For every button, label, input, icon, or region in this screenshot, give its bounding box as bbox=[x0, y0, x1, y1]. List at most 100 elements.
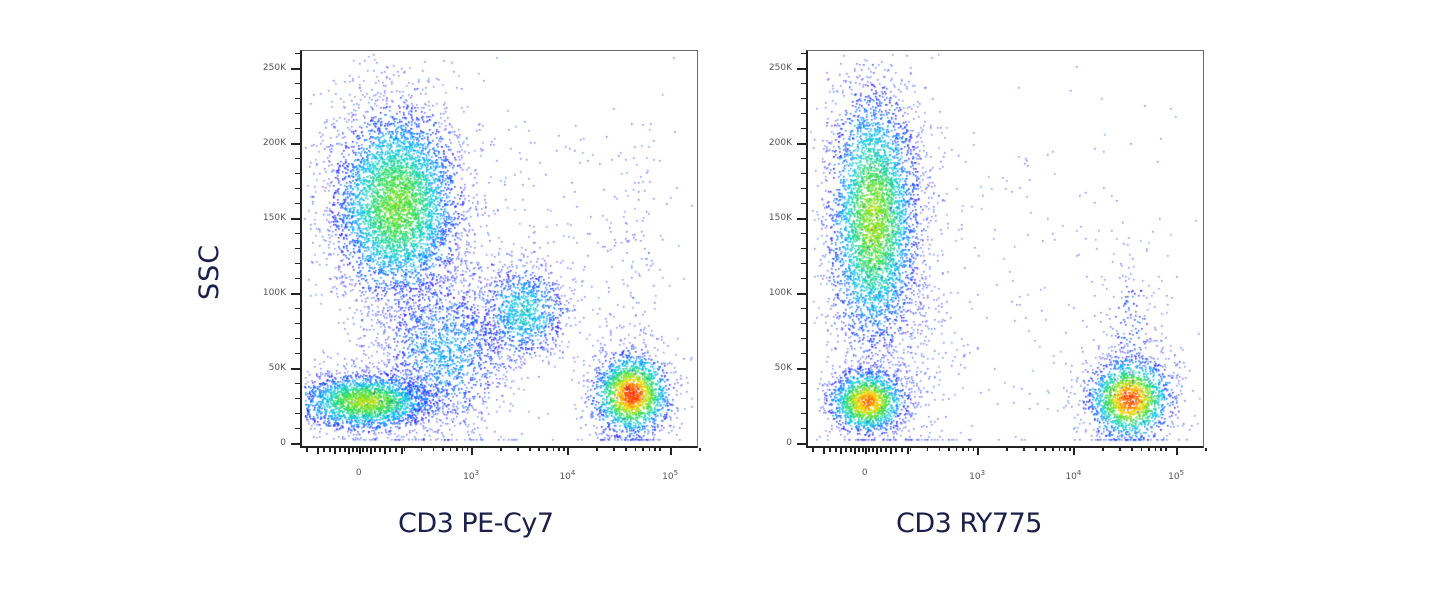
x-tick bbox=[552, 448, 555, 451]
x-tick bbox=[839, 448, 842, 454]
x-tick-label-base: 10 bbox=[969, 472, 981, 482]
x-tick bbox=[642, 448, 644, 451]
y-tick-label: 250K bbox=[262, 63, 286, 73]
y-tick-label: 50K bbox=[268, 363, 286, 373]
y-minor-tick bbox=[801, 413, 806, 414]
y-tick-label: 50K bbox=[774, 363, 792, 373]
y-tick-label: 150K bbox=[768, 213, 792, 223]
x-tick-label-base: 10 bbox=[662, 472, 674, 482]
x-tick-label-exponent: 3 bbox=[474, 469, 480, 477]
y-minor-tick bbox=[291, 68, 300, 70]
y-minor-tick bbox=[801, 398, 806, 399]
x-tick bbox=[1165, 448, 1167, 451]
y-minor-tick bbox=[295, 233, 300, 234]
x-tick bbox=[895, 448, 898, 452]
x-tick-label-exponent: 3 bbox=[980, 469, 986, 477]
x-tick bbox=[383, 448, 386, 454]
y-minor-tick bbox=[295, 278, 300, 279]
x-tick bbox=[875, 448, 878, 454]
x-tick bbox=[1176, 448, 1179, 455]
y-minor-tick bbox=[295, 203, 300, 204]
x-tick bbox=[456, 448, 458, 451]
y-minor-tick bbox=[801, 248, 806, 249]
x-tick bbox=[823, 448, 826, 454]
x-tick-label-exponent: 4 bbox=[570, 469, 576, 477]
right-x-axis-title: CD3 RY775 bbox=[896, 508, 1042, 539]
x-tick bbox=[1140, 448, 1143, 451]
x-tick bbox=[400, 448, 403, 454]
y-minor-tick bbox=[295, 83, 300, 84]
x-tick bbox=[328, 448, 331, 452]
x-tick bbox=[558, 448, 560, 451]
y-minor-tick bbox=[801, 353, 806, 354]
x-tick-label: 103 bbox=[969, 468, 985, 482]
x-tick bbox=[648, 448, 651, 451]
x-tick bbox=[358, 448, 361, 454]
x-tick bbox=[449, 448, 452, 451]
y-minor-tick bbox=[801, 83, 806, 84]
x-tick-label-exponent: 5 bbox=[1179, 469, 1185, 477]
y-minor-tick bbox=[797, 218, 806, 220]
x-tick bbox=[844, 448, 847, 452]
x-tick bbox=[471, 448, 474, 455]
y-minor-tick bbox=[797, 368, 806, 370]
x-tick bbox=[538, 448, 540, 451]
x-tick-label-base: 10 bbox=[559, 472, 571, 482]
y-minor-tick bbox=[295, 113, 300, 114]
x-tick bbox=[1044, 448, 1046, 451]
x-tick bbox=[1058, 448, 1061, 451]
y-tick-label: 150K bbox=[262, 213, 286, 223]
x-tick bbox=[365, 448, 368, 452]
x-tick bbox=[374, 448, 377, 452]
x-tick bbox=[500, 448, 502, 451]
x-tick-label-exponent: 4 bbox=[1076, 469, 1082, 477]
x-tick bbox=[1102, 448, 1104, 451]
y-minor-tick bbox=[295, 53, 300, 54]
x-tick bbox=[306, 448, 308, 452]
left-plot-density-dots bbox=[302, 51, 696, 445]
y-minor-tick bbox=[801, 308, 806, 309]
x-tick bbox=[909, 448, 912, 451]
x-tick-label-base: 10 bbox=[463, 472, 475, 482]
x-tick-label-exponent: 5 bbox=[673, 469, 679, 477]
x-tick bbox=[834, 448, 837, 452]
x-tick bbox=[442, 448, 444, 451]
x-tick bbox=[351, 448, 354, 452]
x-tick bbox=[861, 448, 864, 452]
x-tick-label: 0 bbox=[356, 468, 362, 478]
y-minor-tick bbox=[797, 443, 806, 445]
y-axis-title: SSC bbox=[194, 243, 225, 300]
x-tick bbox=[900, 448, 903, 452]
x-tick-label: 105 bbox=[1168, 468, 1184, 482]
x-tick-label-base: 0 bbox=[355, 468, 362, 478]
x-tick bbox=[1073, 448, 1076, 455]
x-tick-label: 105 bbox=[662, 468, 678, 482]
x-tick bbox=[812, 448, 814, 452]
x-tick bbox=[972, 448, 975, 451]
x-tick bbox=[967, 448, 970, 451]
x-tick bbox=[849, 448, 852, 452]
x-tick bbox=[466, 448, 469, 451]
x-tick-label: 0 bbox=[862, 468, 868, 478]
y-minor-tick bbox=[797, 68, 806, 70]
x-tick bbox=[546, 448, 548, 451]
y-minor-tick bbox=[801, 383, 806, 384]
x-tick bbox=[1131, 448, 1133, 451]
x-tick bbox=[670, 448, 673, 455]
y-minor-tick bbox=[295, 353, 300, 354]
x-tick bbox=[333, 448, 336, 454]
left-x-axis-title: CD3 PE-Cy7 bbox=[398, 508, 554, 539]
x-tick bbox=[889, 448, 892, 454]
x-tick bbox=[517, 448, 519, 451]
y-minor-tick bbox=[801, 323, 806, 324]
x-tick bbox=[343, 448, 346, 452]
x-tick bbox=[369, 448, 372, 454]
x-tick bbox=[596, 448, 598, 451]
y-minor-tick bbox=[801, 278, 806, 279]
y-minor-tick bbox=[291, 143, 300, 145]
y-minor-tick bbox=[291, 218, 300, 220]
x-tick bbox=[1160, 448, 1162, 451]
y-minor-tick bbox=[295, 158, 300, 159]
y-minor-tick bbox=[295, 398, 300, 399]
y-minor-tick bbox=[295, 383, 300, 384]
